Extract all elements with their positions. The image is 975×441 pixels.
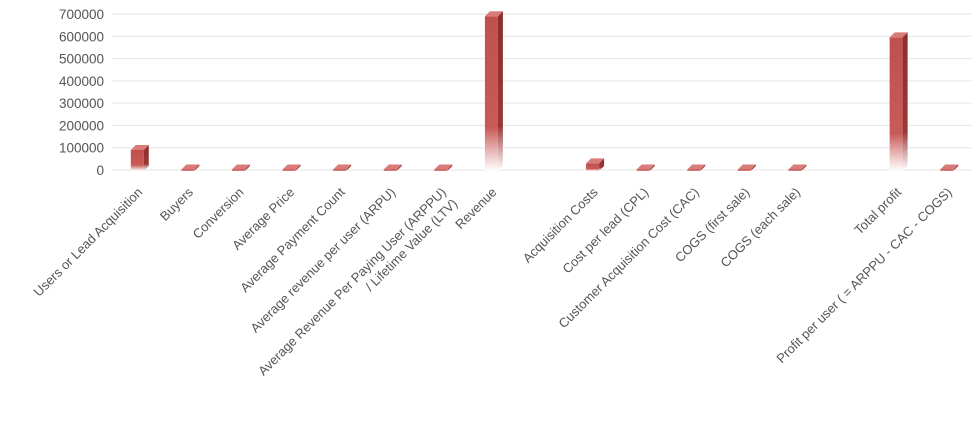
x-tick-label: Revenue — [452, 185, 499, 232]
y-tick-label: 400000 — [59, 74, 104, 89]
bar — [130, 144, 149, 171]
bar — [181, 164, 200, 171]
x-tick-label: Profit per user ( = ARPPU - CAC - COGS) — [773, 185, 954, 366]
y-tick-label: 200000 — [59, 118, 104, 133]
bar — [231, 164, 250, 171]
y-tick-label: 100000 — [59, 141, 104, 156]
y-tick-label: 700000 — [59, 7, 104, 22]
x-tick-label: Buyers — [157, 184, 197, 224]
bar — [586, 158, 605, 171]
bar — [434, 164, 453, 171]
bar — [282, 164, 301, 171]
bar — [889, 32, 908, 172]
bar — [687, 164, 706, 171]
x-tick-label: Cost per lead (CPL) — [559, 185, 651, 277]
bars — [130, 11, 959, 172]
y-tick-label: 600000 — [59, 29, 104, 44]
bar — [940, 164, 959, 171]
bar — [636, 164, 655, 171]
bar — [737, 164, 756, 171]
x-tick-label: Users or Lead Acquisition — [31, 185, 146, 300]
bar — [333, 164, 352, 171]
gridlines — [112, 13, 972, 171]
bar — [788, 164, 807, 171]
x-axis: Users or Lead Acquisition BuyersConversio… — [31, 184, 955, 378]
bar — [484, 11, 503, 171]
x-tick-label: Total profit — [851, 184, 904, 237]
y-tick-label: 500000 — [59, 52, 104, 67]
y-tick-label: 300000 — [59, 96, 104, 111]
bar — [383, 164, 402, 171]
y-tick-label: 0 — [96, 163, 104, 178]
y-axis: 0 100000 200000 300000 400000 500000 600000 700… — [59, 7, 104, 178]
